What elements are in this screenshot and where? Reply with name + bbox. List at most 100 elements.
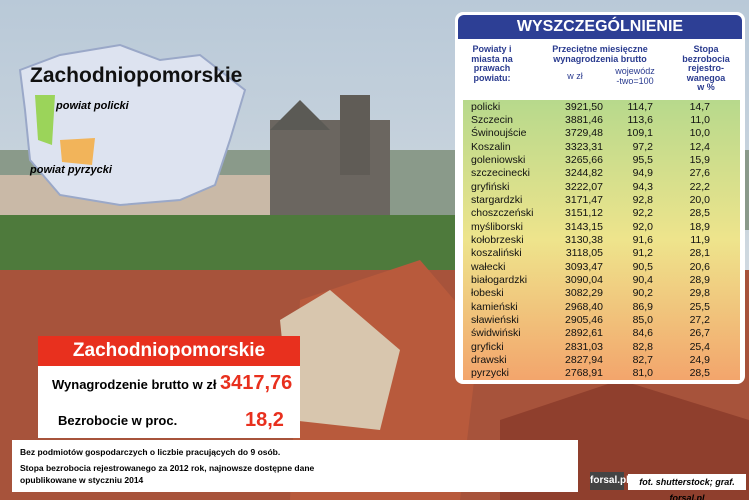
table-cell: łobeski [471,287,504,300]
table-cell: Szczecin [471,113,514,126]
table-cell: 26,7 [689,327,710,340]
table-cell: 22,2 [689,180,710,193]
table-cell: 14,7 [689,100,710,113]
table-cell: 27,6 [689,167,710,180]
table-cell: 92,8 [632,193,653,206]
map-label: powiat policki [56,100,129,112]
table-cell: 3881,46 [565,113,603,126]
table-cell: sławieński [471,313,519,326]
logo: forsal.pl [590,472,629,490]
table-cell: 28,5 [689,207,710,220]
table-cell: 20,0 [689,193,710,206]
table-cell: kołobrzeski [471,233,524,246]
summary-value: 3417,76 [220,372,293,394]
table-cell: szczecinecki [471,167,530,180]
table-cell: 28,5 [689,367,710,380]
table-cell: 11,9 [690,233,710,246]
table-cell: choszczeński [471,207,534,220]
table-cell: 2905,46 [565,313,603,326]
table-cell: policki [471,100,501,113]
table-cell: 94,9 [632,167,653,180]
table-cell: 27,2 [689,313,710,326]
footnote: Stopa bezrobocia rejestrowanego za 2012 … [20,463,315,485]
table-cell: myśliborski [471,220,523,233]
table-cell: stargardzki [471,193,523,206]
credits: fot. shutterstock; graf. forsal.pl [628,474,746,500]
table-cell: 12,4 [689,140,710,153]
header-line: powiatu: [473,72,511,83]
table-cell: białogardzki [471,273,528,286]
header-line: prawach [473,63,511,73]
table-cell: koszaliński [471,247,522,260]
map-label: powiat pyrzycki [30,164,112,176]
table-cell: 94,3 [632,180,653,193]
table-cell: 95,5 [632,153,653,166]
table-cell: 3130,38 [565,233,603,246]
summary-label: Wynagrodzenie brutto w zł [52,377,217,392]
table-cell: 3093,47 [565,260,603,273]
header-line: Stopa [693,44,719,54]
table-cell: 2831,03 [565,340,603,353]
column-header: Powiaty i miasta na prawach powiatu: [462,44,522,83]
header-line: rejestro- [687,63,724,73]
table-cell: 81,0 [632,367,653,380]
header-line: Przeciętne miesięczne [552,44,648,54]
table-cell: 24,9 [689,353,710,366]
table-cell: 90,2 [632,287,653,300]
table-cell: Świnoujście [471,127,527,140]
table-cell: kamieński [471,300,518,313]
header-line: w % [697,82,715,92]
header-line: miasta na [471,53,513,64]
table-cell: Koszalin [471,140,511,153]
summary-title: Zachodniopomorskie [38,336,300,366]
column-header: w zł [567,71,583,81]
table-title: WYSZCZEGÓLNIENIE [458,15,742,39]
table-cell: 82,8 [632,340,653,353]
table-cell: 2827,94 [565,353,603,366]
table-cell: 3265,66 [565,153,603,166]
table-cell: 3151,12 [565,207,603,220]
table-cell: wałecki [471,260,506,273]
table-cell: pyrzycki [471,367,509,380]
table-cell: 3729,48 [565,127,603,140]
map-title: Zachodniopomorskie [30,64,243,87]
header-line: wojewódz [615,66,655,76]
column-header: Stopa bezrobocia rejestro-wanegoa w % [675,44,737,93]
column-header: Przeciętne miesięczne wynagrodzenia brutt… [530,44,670,64]
table-cell: 29,8 [689,287,710,300]
table-cell: 3222,07 [565,180,603,193]
table-cell: 85,0 [632,313,653,326]
table-cell: gryfiński [471,180,510,193]
summary-box [38,366,300,438]
table-cell: 3082,29 [565,287,603,300]
table-cell: drawski [471,353,507,366]
table-cell: 113,6 [627,113,654,126]
table-body: policki 3921,50 114,7 14,7 Szczecin 3881,46 11… [463,100,740,380]
table-cell: 90,4 [632,273,653,286]
table-cell: 90,5 [632,260,653,273]
table-cell: 91,6 [632,233,653,246]
table-cell: 84,6 [632,327,653,340]
footnote: Bez podmiotów gospodarczych o liczbie pr… [20,447,281,457]
table-cell: 2768,91 [565,367,603,380]
header-line: -two=100 [616,75,654,86]
table-cell: 2968,40 [565,300,603,313]
table-cell: goleniowski [471,153,526,166]
table-cell: 86,9 [632,300,653,313]
table-cell: 28,9 [689,273,710,286]
table-cell: 3244,82 [565,167,603,180]
table-cell: świdwiński [471,327,521,340]
table-cell: 92,2 [632,207,653,220]
table-cell: 25,4 [689,340,710,353]
table-cell: 20,6 [689,260,710,273]
table-cell: gryficki [471,340,504,353]
table-cell: 11,0 [690,113,710,126]
table-cell: 3143,15 [565,220,603,233]
summary-label: Bezrobocie w proc. [58,413,178,428]
table-cell: 114,7 [627,100,654,113]
summary-value: 18,2 [245,409,284,431]
header-line: wynagrodzenia brutto [553,53,647,64]
column-header: wojewódz -two=100 [605,66,665,86]
table-cell: 97,2 [632,140,653,153]
